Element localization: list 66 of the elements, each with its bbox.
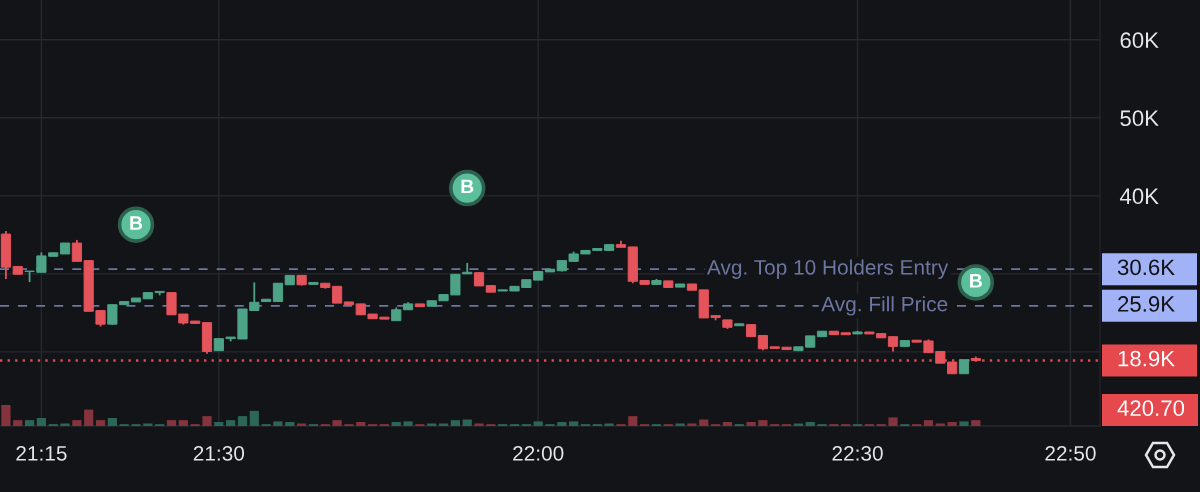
bar	[935, 423, 945, 426]
bar	[249, 410, 259, 426]
bar	[533, 421, 543, 426]
ref-line-label: 18.9K	[1118, 350, 1175, 367]
bar	[462, 419, 472, 426]
bar	[60, 423, 70, 426]
bar	[391, 422, 401, 426]
bar	[628, 416, 638, 426]
bar	[202, 416, 212, 426]
annotation: Avg. Fill Price	[821, 296, 948, 316]
bar	[285, 422, 295, 426]
bar	[178, 420, 188, 426]
bar	[699, 419, 709, 426]
y-tick-label: 40K	[1119, 188, 1159, 205]
bar	[474, 423, 484, 426]
bar	[805, 422, 815, 426]
ref-line-label: 25.9K	[1118, 296, 1175, 312]
bar	[1, 405, 11, 426]
ref-line-label: 30.6K	[1117, 259, 1175, 276]
annotation: Avg. Top 10 Holders Entry	[706, 259, 949, 279]
bar	[971, 420, 981, 426]
bar	[450, 420, 460, 426]
x-tick-label: 21:30	[193, 445, 245, 461]
candlestick	[272, 282, 284, 303]
x-tick-label: 22:00	[513, 445, 564, 461]
bar	[569, 421, 579, 426]
bar	[356, 422, 366, 426]
bar	[166, 420, 177, 426]
bar	[95, 420, 106, 426]
bar	[947, 422, 957, 426]
bar	[758, 420, 768, 426]
bar	[923, 420, 934, 426]
bar	[687, 423, 697, 426]
y-tick-label: 50K	[1120, 110, 1159, 127]
series-label: B	[461, 179, 474, 194]
bar	[226, 420, 236, 426]
text: B	[130, 216, 143, 230]
bar	[438, 423, 449, 426]
bar	[143, 423, 153, 426]
bar	[604, 423, 614, 426]
bar	[36, 418, 47, 426]
x-tick-label: 21:15	[16, 445, 67, 461]
bar	[297, 423, 307, 426]
bar	[332, 420, 342, 426]
bar	[403, 421, 413, 426]
bar	[557, 422, 567, 426]
bar	[214, 422, 224, 426]
bar	[427, 423, 437, 426]
bar	[72, 420, 82, 426]
y-tick-label: 60K	[1120, 32, 1159, 49]
bar	[24, 420, 35, 426]
x-tick-label: 22:50	[1045, 445, 1096, 461]
bar	[793, 423, 803, 426]
text: 420.70	[1117, 400, 1185, 417]
bar	[959, 421, 969, 426]
x-tick-label: 22:30	[832, 445, 883, 461]
bar	[675, 423, 685, 426]
bar	[746, 422, 756, 426]
text: B	[970, 274, 982, 288]
bar	[722, 422, 733, 426]
bar	[888, 417, 898, 426]
bar	[13, 420, 23, 426]
bar	[273, 421, 283, 426]
bar	[107, 418, 117, 426]
bar	[237, 416, 248, 426]
bar	[84, 409, 94, 426]
